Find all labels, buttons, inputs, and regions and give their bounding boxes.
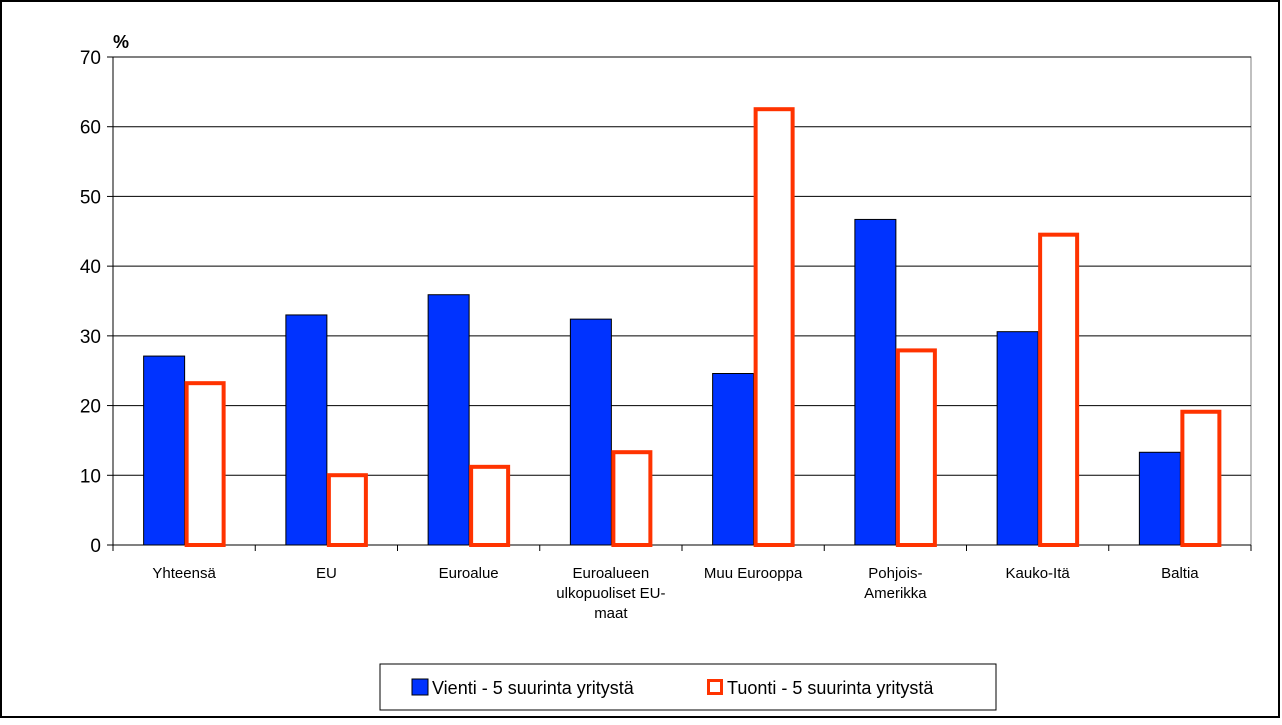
bar-vienti (569, 318, 612, 546)
bar-tuonti (326, 473, 368, 547)
y-tick-label: 40 (80, 257, 101, 278)
bar-tuonti (611, 450, 653, 547)
y-tick-label: 60 (80, 118, 101, 139)
plot-area: 0 10 20 30 40 50 60 70% Yhteensä EU Euroalue Euroal… (80, 32, 1252, 622)
x-category-label: ulkopuoliset EU- (556, 585, 665, 602)
bar-tuonti (753, 107, 795, 548)
bar-vienti (712, 373, 755, 546)
x-category-label: Muu Eurooppa (704, 565, 803, 582)
legend-swatch-vienti (411, 678, 429, 696)
x-category-label: Yhteensä (152, 565, 216, 582)
y-axis-unit-label: % (113, 32, 129, 52)
bar-vienti (1138, 451, 1181, 546)
x-category-label: Kauko-Itä (1006, 565, 1071, 582)
legend: Vienti - 5 suurinta yritystä Tuonti - 5 s… (379, 663, 997, 711)
bar-tuonti (1038, 232, 1080, 547)
bar-tuonti (469, 464, 511, 548)
bar-tuonti (895, 348, 937, 547)
y-tick-label: 50 (80, 187, 101, 208)
bar-tuonti (184, 381, 226, 547)
legend-box (379, 663, 997, 711)
x-category-label: maat (594, 605, 628, 622)
x-category-label: Euroalueen (573, 565, 650, 582)
legend-swatch-tuonti (707, 679, 723, 695)
y-tick-label: 0 (90, 536, 101, 557)
legend-label: Tuonti - 5 suurinta yritystä (727, 678, 934, 698)
bar-vienti (996, 331, 1039, 546)
y-tick-label: 20 (80, 397, 101, 418)
y-tick-label: 70 (80, 48, 101, 69)
legend-label: Vienti - 5 suurinta yritystä (432, 678, 635, 698)
y-tick-label: 10 (80, 466, 101, 487)
x-category-label: EU (316, 565, 337, 582)
x-category-label: Euroalue (439, 565, 499, 582)
bar-vienti (854, 218, 897, 546)
bar-vienti (143, 355, 186, 546)
bar-vienti (427, 294, 470, 546)
bar-tuonti (1180, 409, 1222, 547)
plot-background (112, 56, 1252, 546)
x-category-label: Pohjois- (868, 565, 922, 582)
x-category-label: Baltia (1161, 565, 1199, 582)
x-category-label: Amerikka (864, 585, 927, 602)
bar-vienti (285, 314, 328, 546)
y-tick-label: 30 (80, 327, 101, 348)
